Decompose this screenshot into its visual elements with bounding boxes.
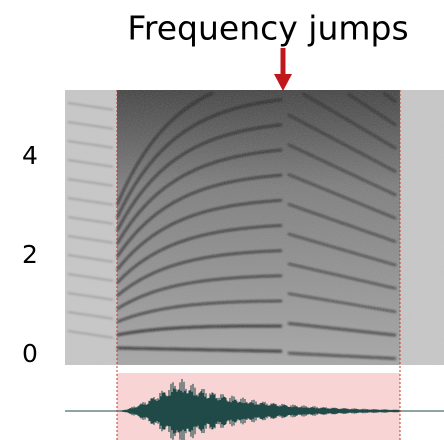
y-tick-label: 4 xyxy=(22,141,38,170)
y-tick-label: 2 xyxy=(22,240,38,269)
annotation: Frequency jumps xyxy=(127,9,408,48)
arrow-head xyxy=(274,74,292,91)
waveform xyxy=(118,379,401,440)
spectrogram-noise xyxy=(65,90,444,365)
y-tick-label: 0 xyxy=(22,339,38,368)
waveform-trace xyxy=(118,379,401,440)
